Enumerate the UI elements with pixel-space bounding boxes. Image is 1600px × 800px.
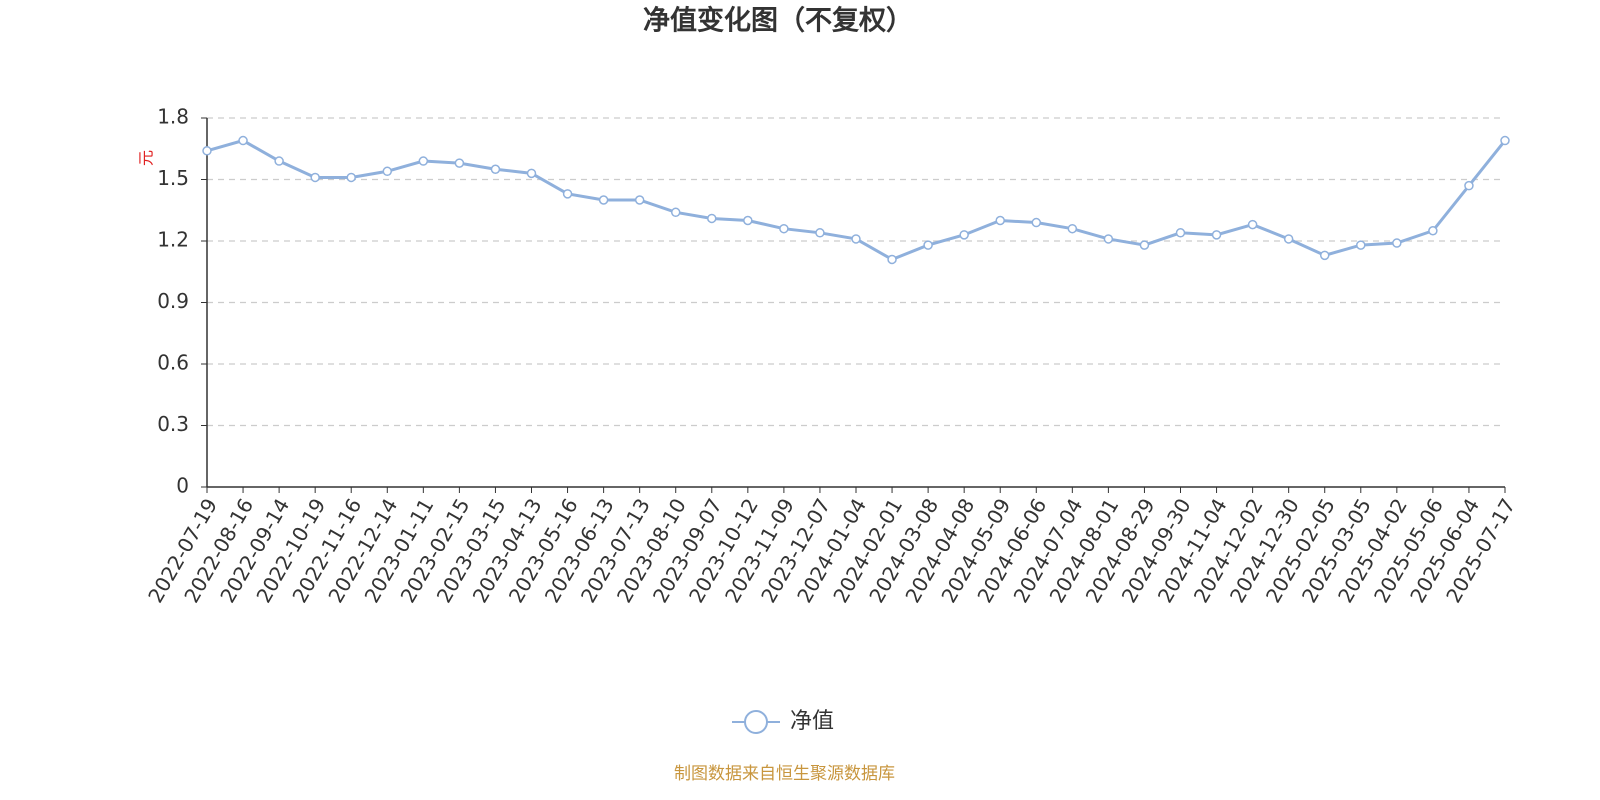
y-tick-label: 0.3 — [157, 412, 189, 436]
point — [1103, 234, 1114, 244]
point — [1067, 223, 1078, 234]
point — [923, 240, 933, 250]
point — [1211, 230, 1222, 240]
point — [995, 215, 1005, 226]
legend-marker — [744, 710, 768, 734]
y-tick-label: 1.2 — [157, 228, 189, 252]
point — [1392, 238, 1402, 248]
point — [1428, 226, 1438, 236]
point — [1283, 234, 1294, 244]
point — [454, 158, 465, 168]
point — [490, 164, 501, 174]
point — [1031, 217, 1042, 228]
y-axis-label: 元 — [137, 150, 156, 166]
y-tick-label: 1.8 — [157, 105, 189, 129]
point — [526, 168, 537, 179]
point — [1500, 135, 1510, 146]
point — [274, 156, 284, 166]
y-tick-label: 0 — [176, 474, 189, 498]
point — [1175, 228, 1186, 238]
point — [1247, 219, 1258, 230]
point — [1139, 240, 1150, 250]
point — [1319, 250, 1330, 261]
legend-label: 净值 — [790, 709, 834, 734]
point — [598, 195, 609, 205]
point — [418, 156, 429, 166]
point — [346, 172, 356, 183]
y-tick-label: 0.9 — [157, 289, 189, 313]
point — [851, 234, 861, 244]
point — [815, 228, 825, 238]
point — [959, 230, 969, 240]
point — [1464, 180, 1474, 191]
point — [382, 166, 393, 177]
point — [670, 207, 681, 218]
point — [1356, 240, 1366, 250]
point — [202, 146, 212, 156]
point — [562, 189, 573, 199]
y-tick-label: 1.5 — [157, 166, 189, 190]
point — [743, 215, 753, 226]
point — [707, 213, 717, 224]
source-note: 制图数据来自恒生聚源数据库 — [674, 764, 895, 784]
point — [310, 172, 320, 183]
point — [779, 223, 789, 234]
point — [238, 135, 248, 146]
point — [634, 195, 645, 205]
point — [887, 254, 897, 265]
chart-title: 净值变化图（不复权） — [643, 5, 913, 37]
y-tick-label: 0.6 — [157, 351, 189, 375]
